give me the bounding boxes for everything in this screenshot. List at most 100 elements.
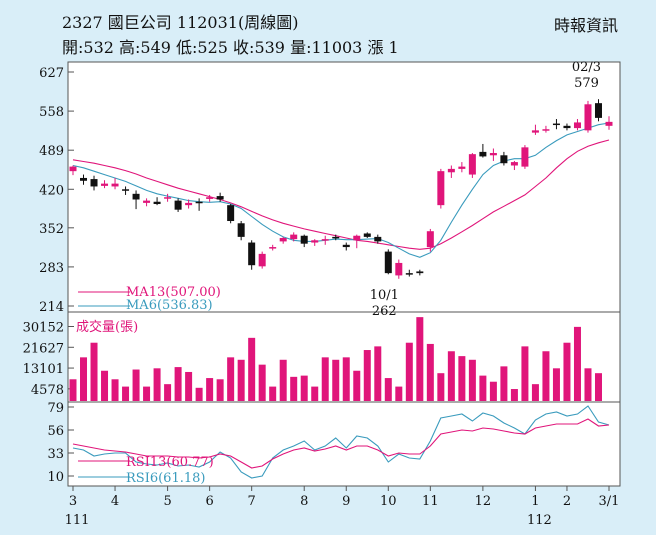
volume-bar bbox=[384, 378, 392, 401]
candle-body bbox=[69, 166, 77, 172]
ma13-legend-label: MA13(507.00) bbox=[126, 285, 221, 300]
volume-bar bbox=[237, 359, 245, 401]
candle-body bbox=[164, 197, 172, 199]
volume-bar bbox=[405, 342, 413, 401]
candle-body bbox=[584, 104, 592, 131]
candle-body bbox=[185, 202, 193, 206]
candle-body bbox=[311, 240, 319, 243]
x-tick-label: 7 bbox=[248, 494, 256, 509]
volume-bar bbox=[311, 386, 319, 401]
x-tick-label: 9 bbox=[342, 494, 350, 509]
candle-body bbox=[374, 236, 382, 242]
volume-bar bbox=[353, 370, 361, 401]
candle-body bbox=[132, 193, 140, 200]
candle-body bbox=[206, 197, 214, 199]
candle-body bbox=[479, 151, 487, 157]
volume-bar bbox=[269, 386, 277, 401]
volume-bar bbox=[132, 369, 140, 401]
candle-body bbox=[605, 121, 613, 126]
volume-bar bbox=[426, 343, 434, 401]
rsi13-line bbox=[72, 418, 610, 469]
volume-bar bbox=[216, 379, 224, 401]
rsi6-line bbox=[72, 405, 610, 479]
candle-body bbox=[237, 223, 245, 237]
volume-bar bbox=[321, 357, 329, 401]
volume-bar bbox=[248, 337, 256, 401]
rsi6-legend-label: RSI6(61.18) bbox=[126, 471, 205, 486]
rsi-y-tick-label: 56 bbox=[47, 424, 64, 439]
x-year-label: 112 bbox=[527, 513, 552, 528]
ma6-legend-label: MA6(536.83) bbox=[126, 298, 213, 313]
x-tick-label: 12 bbox=[475, 494, 492, 509]
candle-body bbox=[563, 125, 571, 129]
x-tick-label: 5 bbox=[163, 494, 171, 509]
candle-body bbox=[542, 129, 550, 131]
candle-body bbox=[458, 166, 466, 169]
x-tick-label: 3/1 bbox=[599, 494, 620, 509]
candle-body bbox=[122, 189, 130, 191]
volume-bar bbox=[521, 346, 529, 401]
annotation-value: 579 bbox=[574, 76, 599, 91]
candle-body bbox=[321, 239, 329, 241]
rsi-y-tick-label: 79 bbox=[47, 401, 64, 416]
price-y-tick-label: 627 bbox=[39, 66, 64, 81]
volume-bar bbox=[153, 368, 161, 401]
quote-line: 開:532 高:549 低:525 收:539 量:11003 漲 1 bbox=[62, 38, 399, 57]
volume-y-tick-label: 4578 bbox=[31, 383, 64, 398]
volume-bar bbox=[584, 368, 592, 401]
volume-bar bbox=[594, 373, 602, 401]
candle-body bbox=[279, 238, 287, 242]
candle-body bbox=[437, 171, 445, 206]
candle-body bbox=[405, 273, 413, 275]
x-tick-label: 3 bbox=[69, 494, 77, 509]
volume-bar bbox=[279, 359, 287, 401]
candle-body bbox=[101, 183, 109, 186]
price-y-tick-label: 214 bbox=[39, 300, 64, 315]
volume-bar bbox=[573, 326, 581, 401]
candle-body bbox=[353, 235, 361, 241]
x-year-label: 111 bbox=[65, 513, 90, 528]
volume-bar bbox=[458, 356, 466, 401]
candle-body bbox=[111, 183, 119, 187]
candle-body bbox=[269, 247, 277, 249]
rsi-y-axis: 79 56 33 10 bbox=[47, 401, 74, 485]
candle-body bbox=[342, 244, 350, 248]
candle-body bbox=[332, 236, 340, 239]
rsi-panel bbox=[67, 401, 621, 487]
candle-body bbox=[416, 271, 424, 274]
price-y-tick-label: 489 bbox=[39, 144, 64, 159]
candle-body bbox=[300, 235, 308, 244]
volume-bar bbox=[143, 386, 151, 401]
volume-bar bbox=[122, 386, 130, 401]
candle-body bbox=[447, 168, 455, 173]
candle-body bbox=[384, 251, 392, 274]
price-y-tick-label: 352 bbox=[39, 222, 64, 237]
price-panel bbox=[67, 61, 621, 313]
candle-body bbox=[521, 147, 529, 167]
volume-bar bbox=[489, 381, 497, 401]
volume-bar bbox=[90, 342, 98, 401]
volume-bar bbox=[342, 357, 350, 401]
volume-bar bbox=[185, 371, 193, 401]
candle-body bbox=[80, 177, 88, 181]
candle-body bbox=[143, 200, 151, 203]
volume-title: 成交量(張) bbox=[76, 319, 138, 335]
volume-bar bbox=[437, 373, 445, 401]
candle-body bbox=[258, 253, 266, 267]
x-tick-label: 6 bbox=[205, 494, 213, 509]
rsi13-legend-label: RSI13(60.77) bbox=[126, 455, 214, 470]
source-label: 時報資訊 bbox=[554, 16, 618, 35]
volume-bar bbox=[374, 346, 382, 401]
volume-bar bbox=[416, 317, 424, 401]
moving-average-lines bbox=[72, 122, 610, 258]
volume-bar bbox=[80, 357, 88, 401]
volume-bars bbox=[69, 317, 602, 401]
candle-body bbox=[531, 130, 539, 133]
rsi-lines bbox=[72, 405, 610, 479]
volume-y-tick-label: 30152 bbox=[23, 321, 64, 336]
candle-body bbox=[426, 231, 434, 248]
volume-bar bbox=[552, 368, 560, 401]
